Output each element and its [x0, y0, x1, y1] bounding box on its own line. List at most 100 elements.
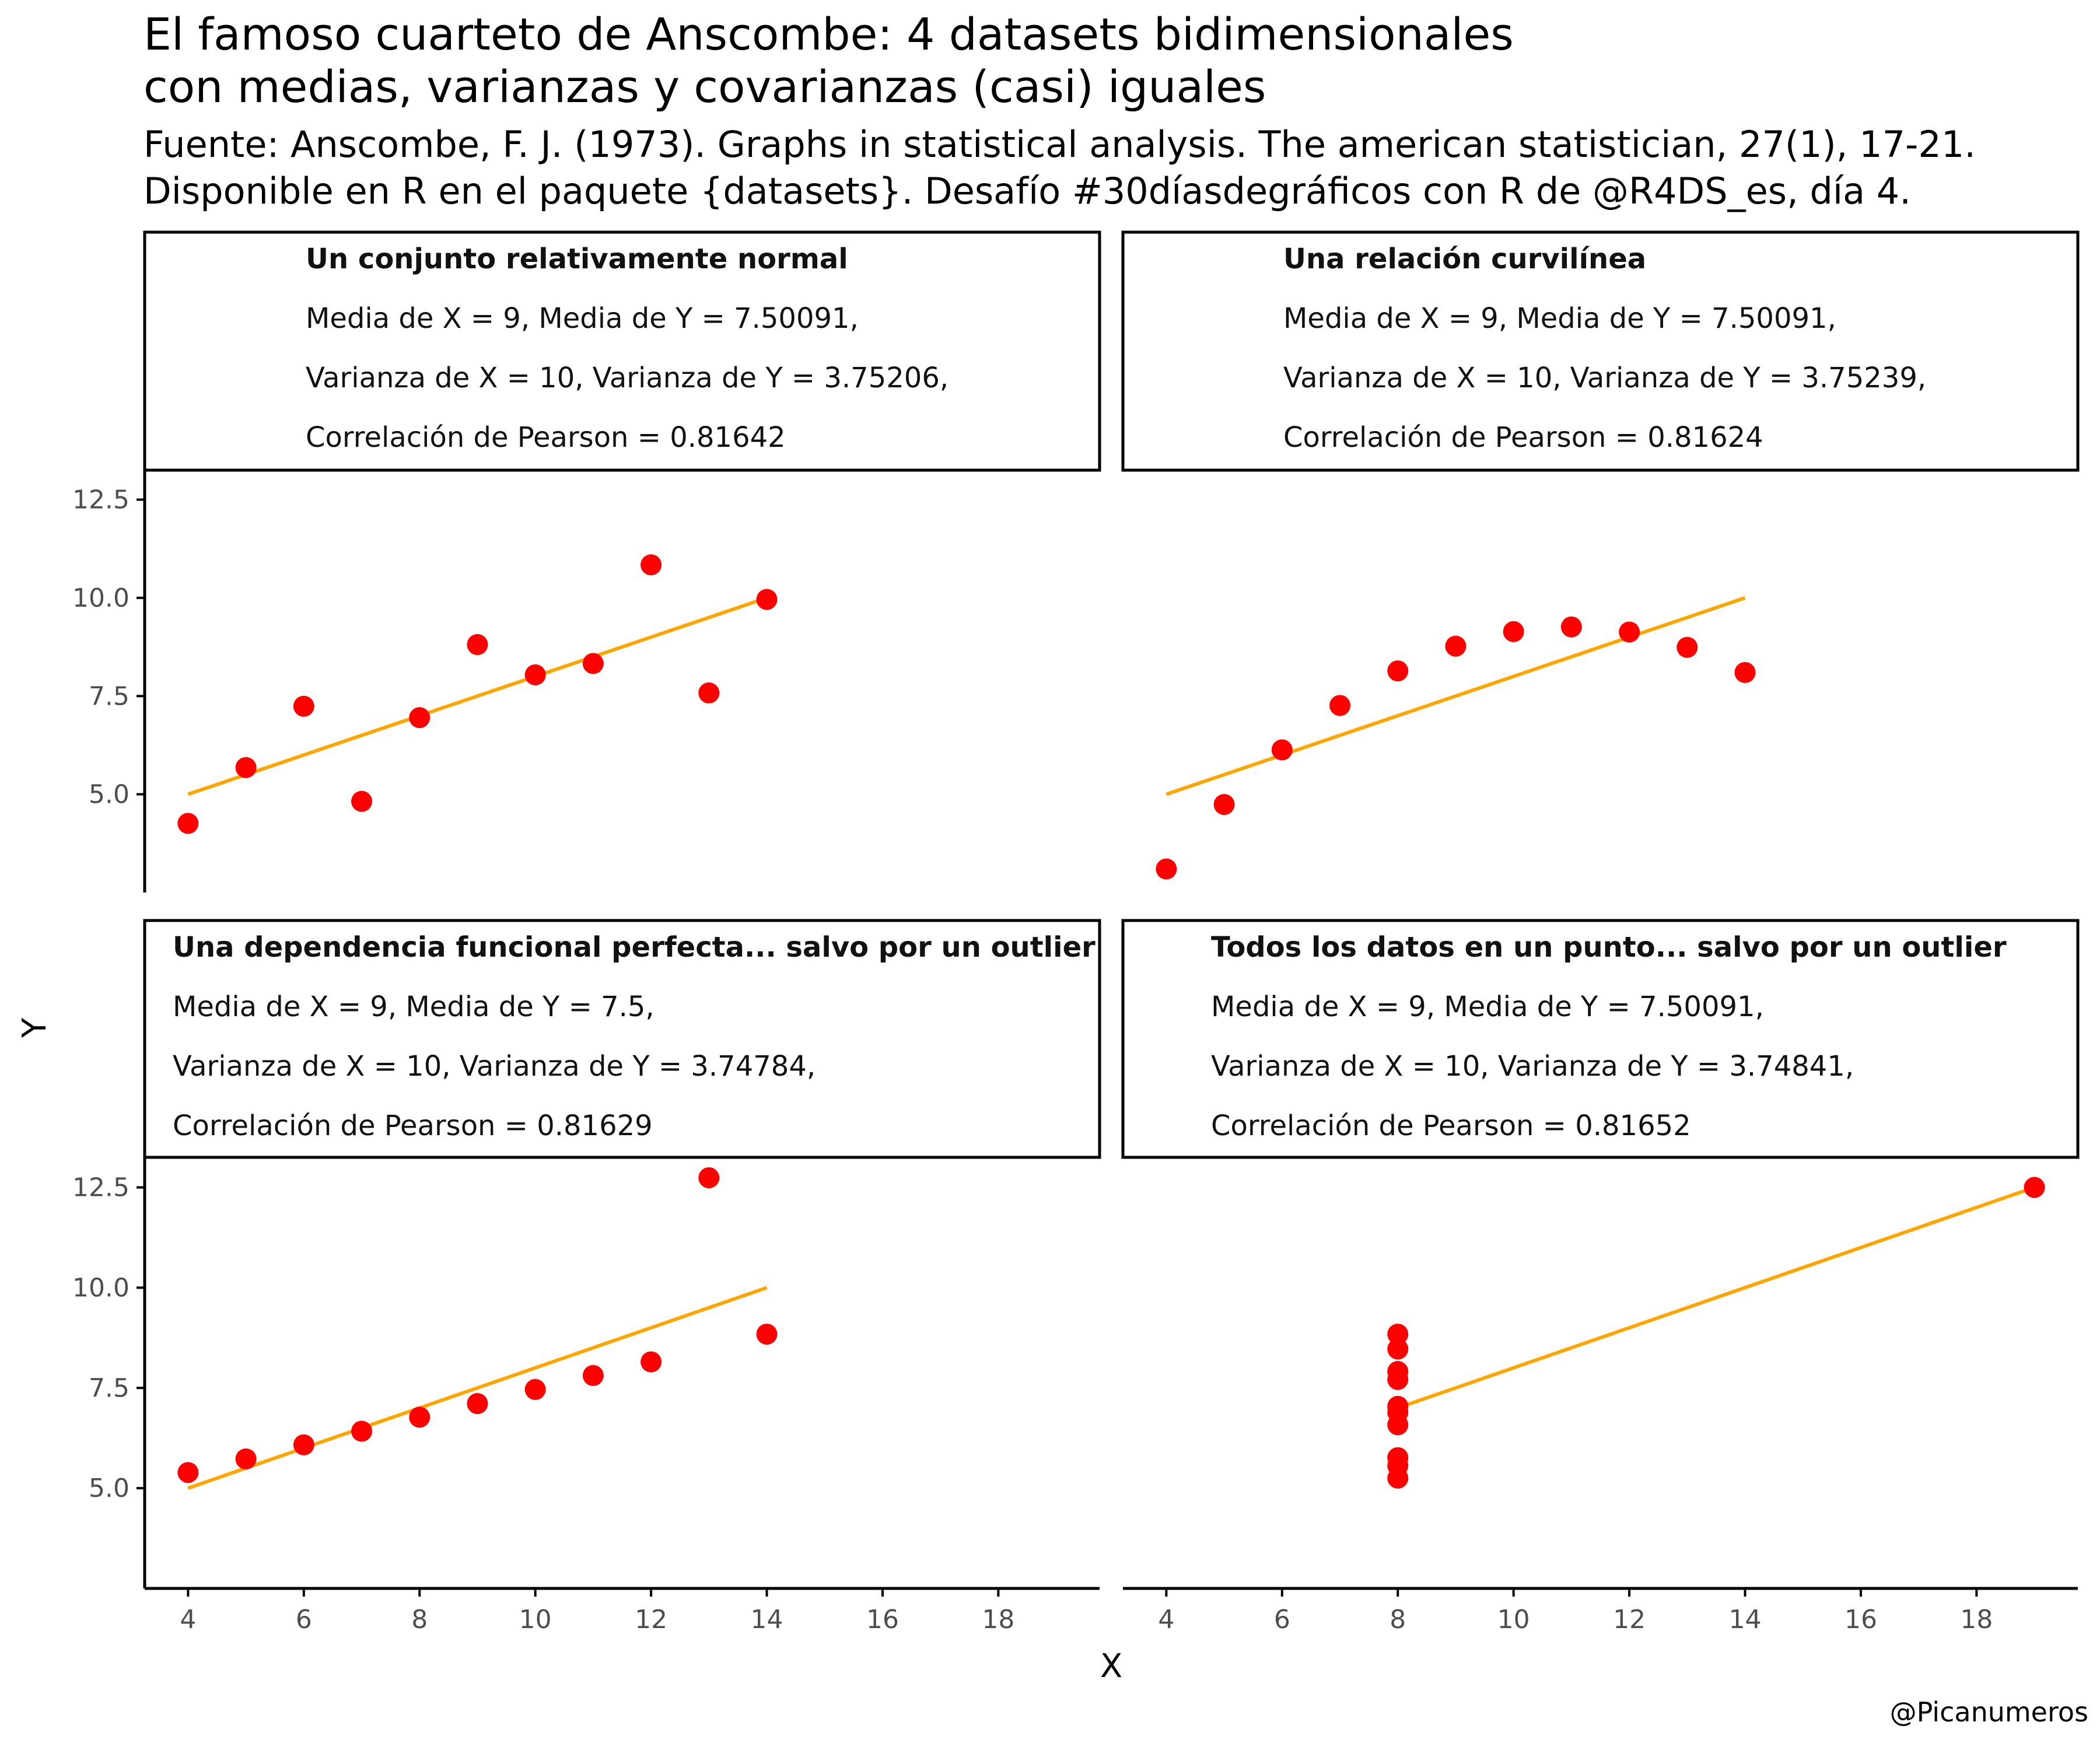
data-point	[1387, 660, 1409, 682]
y-axis-title: Y	[16, 1017, 54, 1038]
chart-title: El famoso cuarteto de Anscombe: 4 datase…	[144, 8, 1514, 113]
y-tick-label: 7.5	[89, 1373, 130, 1403]
x-tick-label: 8	[411, 1605, 428, 1634]
panel-1: Un conjunto relativamente normal Media de…	[72, 230, 1101, 892]
data-point	[409, 1406, 430, 1428]
data-point	[1560, 616, 1582, 638]
data-point	[351, 1420, 373, 1442]
y-tick-label: 10.0	[72, 583, 130, 613]
data-point	[467, 1393, 488, 1415]
data-point	[177, 813, 199, 834]
y-tick-label: 5.0	[89, 1474, 130, 1503]
panel-2: Una relación curvilínea Media de X = 9, M…	[1121, 230, 2080, 880]
data-point	[1329, 695, 1351, 716]
x-tick-label: 18	[982, 1605, 1014, 1634]
strip-stat-line: Correlación de Pearson = 0.81629	[173, 1110, 653, 1142]
x-tick-label: 4	[180, 1605, 196, 1634]
x-tick-label: 16	[866, 1605, 899, 1634]
data-point	[1387, 1402, 1409, 1423]
x-tick-label: 12	[635, 1605, 667, 1634]
x-tick-label: 16	[1845, 1605, 1877, 1634]
data-point	[177, 1462, 199, 1483]
strip-box	[143, 919, 1101, 1159]
y-tick-label: 12.5	[72, 1173, 130, 1203]
strip-title: Todos los datos en un punto... salvo por…	[1211, 931, 2007, 964]
data-point	[1619, 621, 1640, 643]
x-tick-label: 18	[1960, 1605, 1993, 1634]
data-point	[235, 757, 257, 778]
x-axis-title: X	[1100, 1647, 1122, 1685]
chart-subtitle-line-2: Disponible en R en el paquete {datasets}…	[144, 170, 1911, 212]
caption: @Picanumeros	[1889, 1696, 2088, 1728]
fit-line	[1397, 1185, 2035, 1410]
strip-stat-line: Varianza de X = 10, Varianza de Y = 3.75…	[306, 362, 949, 394]
data-point	[524, 1379, 546, 1401]
y-tick-label: 7.5	[89, 681, 130, 711]
x-tick-label: 8	[1390, 1605, 1406, 1634]
strip-stat-line: Correlación de Pearson = 0.81652	[1211, 1110, 1691, 1142]
data-point	[640, 1351, 662, 1373]
data-point	[1387, 1361, 1409, 1382]
y-tick-label: 10.0	[72, 1273, 130, 1303]
y-tick-label: 5.0	[89, 780, 130, 810]
data-point	[1676, 636, 1698, 658]
data-point	[1503, 621, 1524, 642]
strip-title: Una dependencia funcional perfecta... sa…	[173, 931, 1096, 964]
fit-line	[1166, 596, 1746, 796]
data-point	[467, 634, 488, 656]
data-point	[1387, 1324, 1409, 1345]
data-point	[2024, 1177, 2045, 1198]
data-point	[756, 1324, 778, 1345]
x-tick-label: 14	[751, 1605, 783, 1634]
strip-stat-line: Media de X = 9, Media de Y = 7.50091,	[1283, 302, 1836, 335]
data-point	[351, 790, 373, 812]
strip-box	[1121, 230, 2080, 472]
data-point	[1387, 1455, 1409, 1476]
fit-line	[187, 596, 768, 796]
data-point	[756, 589, 778, 610]
data-point	[409, 707, 430, 729]
x-tick-label: 6	[296, 1605, 312, 1634]
data-point	[235, 1448, 257, 1469]
data-point	[582, 653, 604, 674]
data-point	[1445, 635, 1466, 657]
x-tick-label: 4	[1158, 1605, 1174, 1634]
panel-3: Una dependencia funcional perfecta... sa…	[72, 919, 1101, 1634]
data-point	[293, 1434, 314, 1455]
fit-line	[187, 1286, 768, 1490]
strip-box	[1121, 919, 2080, 1159]
data-point	[1734, 662, 1756, 683]
data-point	[1271, 739, 1293, 761]
data-point	[293, 695, 314, 717]
x-tick-label: 6	[1274, 1605, 1290, 1634]
strip-stat-line: Media de X = 9, Media de Y = 7.50091,	[306, 302, 859, 335]
data-point	[698, 1167, 720, 1189]
data-point	[698, 682, 720, 704]
strip-stat-line: Varianza de X = 10, Varianza de Y = 3.74…	[173, 1050, 816, 1083]
strip-stat-line: Correlación de Pearson = 0.81624	[1283, 421, 1763, 454]
data-point	[524, 664, 546, 685]
x-tick-label: 10	[519, 1605, 552, 1634]
y-tick-label: 12.5	[72, 485, 130, 515]
strip-stat-line: Media de X = 9, Media de Y = 7.5,	[173, 991, 654, 1023]
strip-stat-line: Varianza de X = 10, Varianza de Y = 3.75…	[1283, 362, 1926, 394]
data-point	[1387, 1338, 1409, 1360]
strip-stat-line: Media de X = 9, Media de Y = 7.50091,	[1211, 991, 1764, 1023]
chart-subtitle-line-1: Fuente: Anscombe, F. J. (1973). Graphs i…	[144, 123, 1976, 166]
x-tick-label: 14	[1729, 1605, 1762, 1634]
chart-subtitle: Fuente: Anscombe, F. J. (1973). Graphs i…	[144, 121, 1976, 215]
strip-box	[143, 230, 1101, 472]
chart-title-line-1: El famoso cuarteto de Anscombe: 4 datase…	[144, 8, 1514, 60]
strip-stat-line: Varianza de X = 10, Varianza de Y = 3.74…	[1211, 1050, 1854, 1083]
data-point	[1156, 858, 1177, 880]
strip-title: Un conjunto relativamente normal	[306, 243, 848, 275]
chart-title-line-2: con medias, varianzas y covarianzas (cas…	[144, 61, 1266, 113]
data-point	[640, 554, 662, 576]
panel-4: Todos los datos en un punto... salvo por…	[1121, 919, 2080, 1634]
data-point	[582, 1364, 604, 1386]
data-point	[1213, 794, 1235, 816]
x-tick-label: 12	[1613, 1605, 1646, 1634]
x-tick-label: 10	[1497, 1605, 1530, 1634]
strip-title: Una relación curvilínea	[1283, 243, 1646, 275]
